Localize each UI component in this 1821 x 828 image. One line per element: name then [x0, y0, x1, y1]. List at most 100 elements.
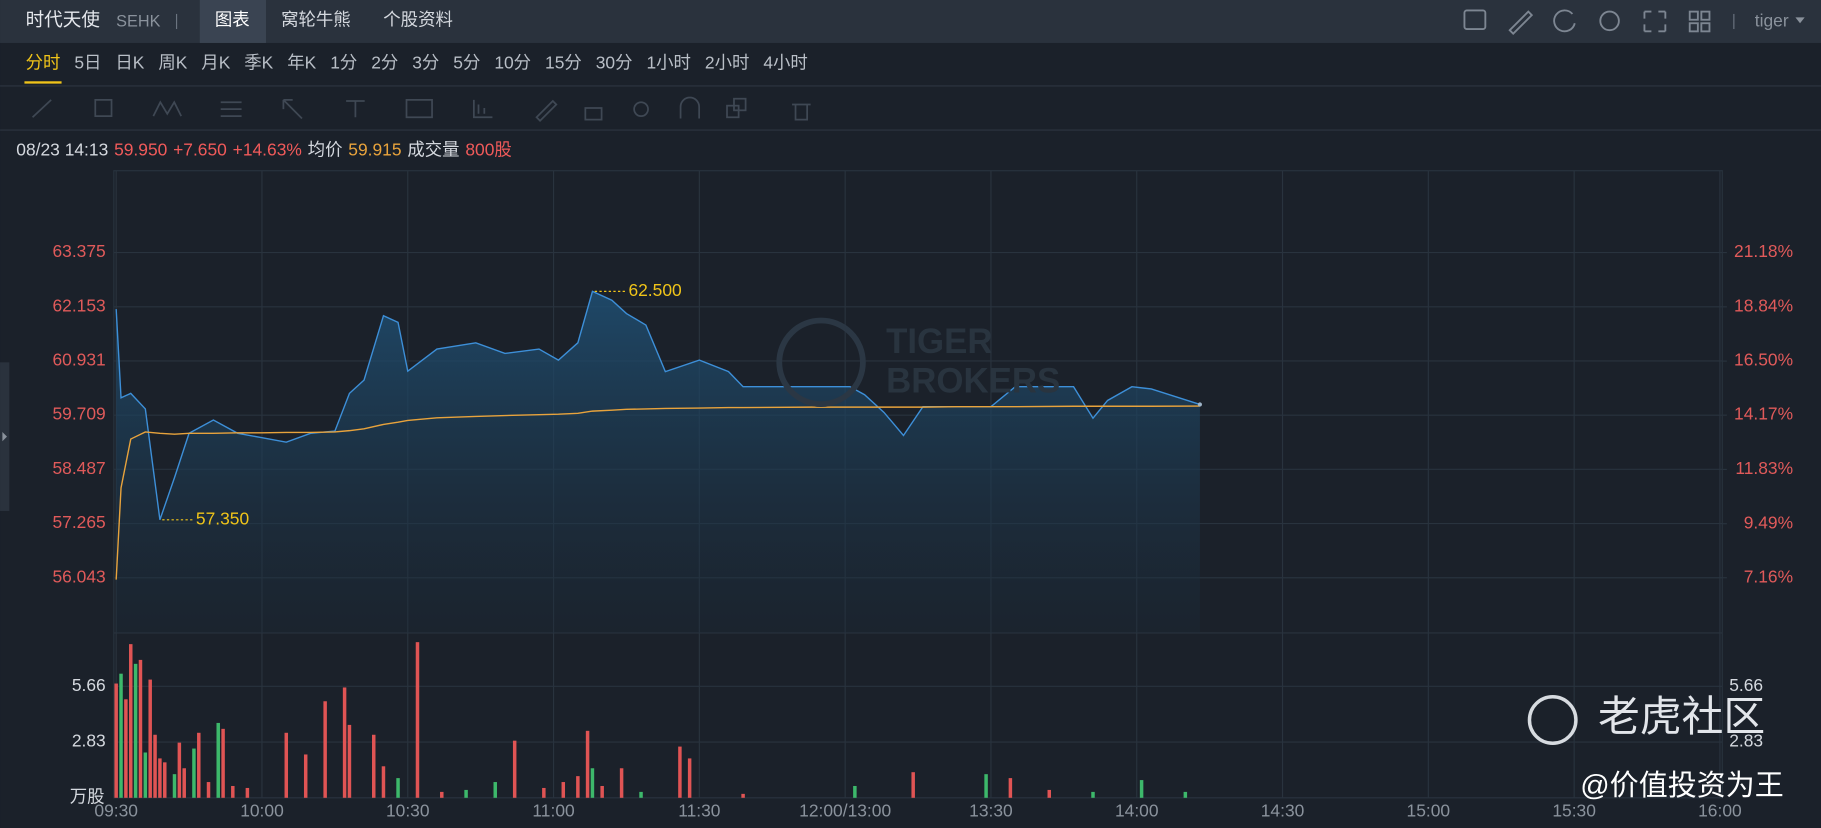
tool[interactable] — [472, 99, 493, 119]
tool[interactable] — [152, 100, 182, 117]
tool[interactable] — [726, 104, 740, 119]
tool[interactable] — [792, 103, 811, 121]
icon[interactable] — [1643, 10, 1667, 33]
tool[interactable] — [282, 99, 303, 120]
tab[interactable]: 图表 — [215, 9, 250, 29]
volume-unit: 万股 — [70, 786, 105, 806]
annotation-label: 57.350 — [196, 508, 249, 528]
volume-bar — [163, 762, 167, 798]
volume-bar — [245, 787, 250, 798]
y2-tick-label: 16.50% — [1734, 350, 1793, 370]
brand-watermark: TIGER — [886, 322, 992, 361]
icon[interactable] — [1508, 10, 1534, 35]
period-tab[interactable]: 周K — [158, 52, 187, 72]
top-bar — [0, 0, 1821, 43]
x-tick-label: 13:30 — [969, 800, 1013, 820]
volume-bar — [1139, 780, 1144, 798]
volume-bar — [172, 774, 177, 798]
y2-tick-label: 7.16% — [1744, 566, 1793, 586]
period-tab[interactable]: 2分 — [371, 52, 398, 72]
volume-bar — [512, 740, 517, 798]
tab[interactable]: 个股资料 — [383, 9, 453, 29]
x-tick-label: 11:00 — [532, 800, 574, 820]
brand-logo — [776, 317, 866, 408]
volume-bar — [133, 663, 138, 798]
period-tab[interactable]: 5分 — [453, 52, 480, 72]
icon[interactable] — [1599, 10, 1620, 32]
tool[interactable] — [31, 99, 52, 118]
dropdown-arrow — [1795, 17, 1805, 24]
volume-bar — [561, 782, 566, 798]
volume-bar — [119, 673, 123, 798]
y-tick-label: 2.83 — [72, 731, 106, 751]
x-tick-label: 14:00 — [1115, 800, 1159, 820]
volume-bar — [1091, 791, 1095, 798]
icon[interactable] — [1553, 9, 1576, 33]
quote-change-pct: +14.63% — [233, 140, 302, 160]
volume-bar — [440, 791, 444, 798]
period-tab[interactable]: 15分 — [545, 52, 582, 72]
period-tab[interactable]: 2小时 — [705, 52, 750, 72]
last-price-dot — [1197, 402, 1203, 407]
active-tab-bg — [199, 0, 266, 43]
y-tick-label: 63.375 — [52, 241, 105, 261]
period-tab[interactable]: 1小时 — [646, 52, 691, 72]
quote-avg: 59.915 — [348, 140, 401, 160]
tool[interactable] — [94, 99, 113, 118]
volume-bar — [143, 752, 148, 798]
y2-tick-label: 9.49% — [1744, 512, 1793, 532]
x-tick-label: 10:00 — [240, 800, 284, 820]
period-tab[interactable]: 分时 — [26, 52, 61, 72]
icon[interactable] — [1700, 10, 1711, 21]
icon[interactable] — [1688, 10, 1699, 21]
x-tick-label: 16:00 — [1698, 800, 1742, 820]
icon[interactable] — [1688, 22, 1699, 33]
tool[interactable] — [346, 100, 365, 118]
volume-bar — [182, 768, 186, 798]
icon[interactable] — [1700, 22, 1711, 33]
period-tab[interactable]: 1分 — [330, 52, 357, 72]
tool[interactable] — [535, 99, 558, 123]
volume-bar — [639, 791, 643, 798]
price-area — [116, 291, 1200, 633]
period-tab[interactable]: 季K — [244, 52, 273, 72]
community-watermark: 老虎社区 — [1598, 693, 1765, 740]
volume-bar — [342, 687, 347, 798]
period-tab[interactable]: 10分 — [494, 52, 531, 72]
y-tick-label: 57.265 — [52, 512, 105, 532]
toolbar-icons — [1463, 9, 1711, 35]
tool[interactable] — [584, 107, 603, 121]
watermark: TIGER BROKERS 老虎社区 @价值投资为王 — [776, 317, 1784, 802]
period-tab[interactable]: 5日 — [74, 52, 101, 72]
period-tab[interactable]: 30分 — [596, 52, 633, 72]
volume-bar — [1008, 778, 1013, 798]
quote-volume: 800股 — [465, 140, 511, 160]
user-menu[interactable]: tiger — [1755, 11, 1789, 31]
x-tick-label: 10:30 — [386, 800, 430, 820]
plot-border — [113, 170, 1723, 799]
tool[interactable] — [405, 99, 433, 119]
tool[interactable] — [679, 96, 701, 119]
y-tick-label: 56.043 — [52, 566, 105, 586]
period-tab[interactable]: 3分 — [412, 52, 439, 72]
volume-bar — [192, 748, 196, 798]
icon[interactable] — [1463, 9, 1487, 30]
volume-bar — [216, 722, 220, 798]
tool[interactable] — [733, 97, 747, 112]
y2-tick-label: 21.18% — [1734, 241, 1793, 261]
period-tab[interactable]: 年K — [287, 52, 316, 72]
tool[interactable] — [633, 101, 649, 118]
tool[interactable] — [220, 101, 242, 118]
volume-bar — [284, 732, 289, 798]
period-tab[interactable]: 日K — [115, 52, 144, 72]
volume-bar — [114, 683, 118, 798]
volume-bar — [1183, 791, 1188, 798]
y2-tick-label: 14.17% — [1734, 404, 1793, 424]
volume-bar — [396, 778, 400, 798]
tab[interactable]: 窝轮牛熊 — [281, 9, 351, 29]
period-tab[interactable]: 月K — [201, 52, 230, 72]
volume-bar — [148, 679, 152, 798]
period-tab[interactable]: 4小时 — [763, 52, 808, 72]
